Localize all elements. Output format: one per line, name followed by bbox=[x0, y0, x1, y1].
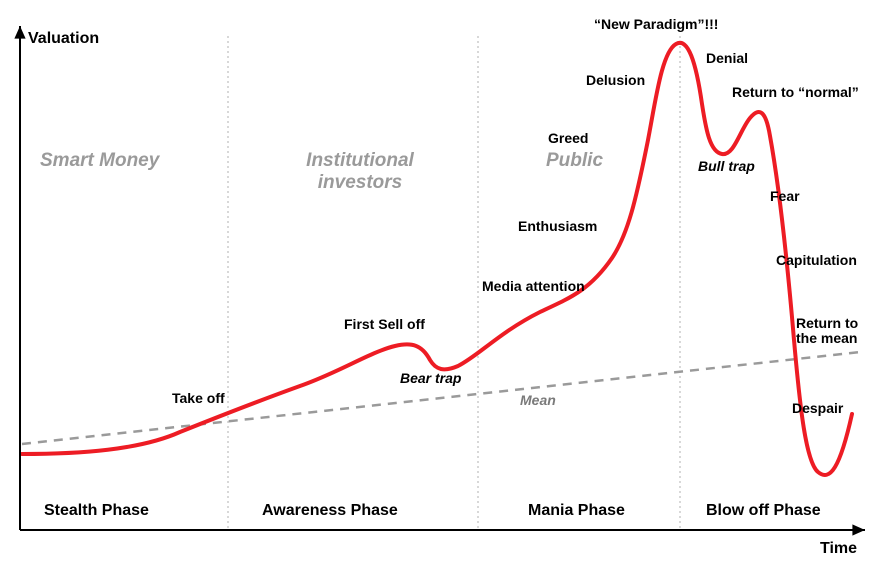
mean-label: Mean bbox=[520, 392, 556, 408]
stage-label-4: Enthusiasm bbox=[518, 218, 597, 234]
phase-label-2: Mania Phase bbox=[528, 502, 625, 520]
stage-label-5: Greed bbox=[548, 130, 588, 146]
stage-label-13: Return to the mean bbox=[796, 316, 875, 347]
bubble-phases-chart: Valuation Time Mean Stealth Phase Awareness … bbox=[0, 0, 875, 568]
stage-label-3: Media attention bbox=[482, 278, 585, 294]
phase-label-3: Blow off Phase bbox=[706, 502, 821, 520]
phase-label-1: Awareness Phase bbox=[262, 502, 398, 520]
stage-label-11: Fear bbox=[770, 188, 800, 204]
investor-group-1: Institutional investors bbox=[270, 150, 450, 194]
investor-group-2: Public bbox=[546, 150, 603, 172]
stage-label-14: Despair bbox=[792, 400, 843, 416]
stage-label-10: Return to “normal” bbox=[732, 84, 859, 100]
y-axis-arrow bbox=[14, 26, 25, 39]
bubble-curve bbox=[22, 43, 852, 475]
phase-label-0: Stealth Phase bbox=[44, 502, 149, 520]
x-axis-arrow bbox=[852, 524, 865, 535]
stage-label-6: Delusion bbox=[586, 72, 645, 88]
y-axis-label: Valuation bbox=[28, 30, 99, 48]
stage-label-1: First Sell off bbox=[344, 316, 425, 332]
stage-label-12: Capitulation bbox=[776, 252, 857, 268]
stage-label-2: Bear trap bbox=[400, 370, 461, 386]
x-axis-label: Time bbox=[820, 540, 857, 558]
stage-label-8: Denial bbox=[706, 50, 748, 66]
investor-group-0: Smart Money bbox=[40, 150, 159, 172]
mean-line bbox=[22, 352, 860, 444]
stage-label-7: “New Paradigm”!!! bbox=[594, 16, 718, 32]
stage-label-0: Take off bbox=[172, 390, 225, 406]
stage-label-9: Bull trap bbox=[698, 158, 755, 174]
